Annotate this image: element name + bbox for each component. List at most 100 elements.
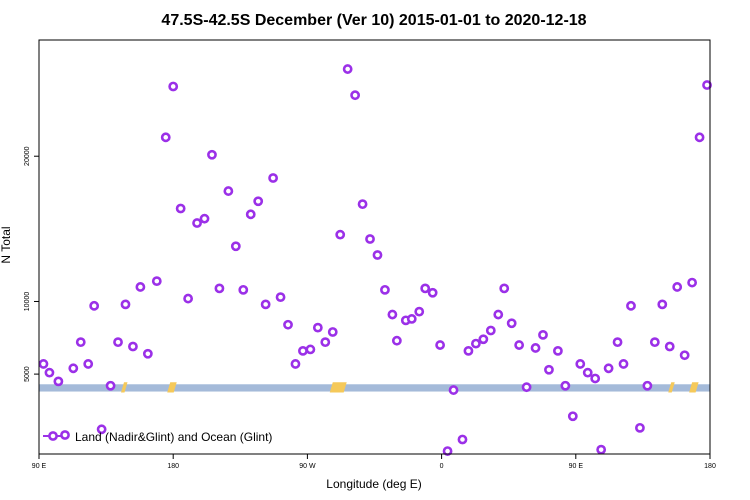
data-point bbox=[506, 318, 517, 329]
data-point bbox=[672, 282, 683, 292]
data-point bbox=[442, 446, 453, 456]
data-point bbox=[320, 337, 331, 348]
data-point bbox=[521, 382, 532, 393]
data-point bbox=[199, 213, 210, 224]
data-point bbox=[192, 218, 202, 228]
data-point bbox=[89, 300, 100, 311]
data-point bbox=[142, 348, 153, 359]
data-point bbox=[135, 282, 146, 292]
data-point bbox=[679, 350, 690, 361]
data-point bbox=[470, 338, 481, 349]
data-point bbox=[448, 385, 459, 395]
data-point bbox=[499, 283, 510, 294]
data-point bbox=[435, 340, 446, 350]
data-point bbox=[245, 209, 256, 220]
data-point bbox=[485, 325, 496, 336]
data-point bbox=[327, 327, 338, 337]
x-tick-label: 180 bbox=[704, 463, 716, 470]
data-point bbox=[420, 283, 431, 294]
data-point bbox=[553, 345, 563, 356]
data-point bbox=[183, 293, 194, 304]
data-point bbox=[626, 300, 636, 311]
data-point bbox=[357, 199, 368, 210]
data-point bbox=[275, 292, 286, 303]
data-point bbox=[575, 359, 586, 369]
ocean-band bbox=[39, 384, 710, 392]
land-highlight bbox=[121, 382, 128, 393]
data-point bbox=[596, 444, 607, 455]
data-point bbox=[75, 337, 86, 348]
data-point bbox=[214, 283, 225, 294]
y-axis: 5000 10000 20000 bbox=[24, 146, 39, 382]
data-point bbox=[380, 284, 390, 295]
data-point bbox=[175, 203, 186, 214]
data-point bbox=[253, 196, 264, 207]
data-point bbox=[544, 364, 554, 375]
data-point bbox=[649, 337, 660, 348]
data-point bbox=[457, 434, 468, 445]
data-point bbox=[342, 64, 353, 74]
x-tick-label: 0 bbox=[440, 463, 444, 470]
x-tick-label: 90 E bbox=[569, 463, 584, 470]
data-point bbox=[207, 149, 217, 160]
data-point bbox=[113, 337, 123, 348]
data-point bbox=[414, 306, 425, 317]
data-point bbox=[168, 81, 179, 92]
data-point bbox=[128, 341, 138, 352]
legend-marker bbox=[60, 430, 70, 440]
data-point bbox=[230, 241, 241, 252]
legend: Land (Nadir&Glint) and Ocean (Glint) bbox=[43, 430, 272, 444]
data-point bbox=[687, 277, 698, 288]
data-point bbox=[305, 344, 316, 355]
legend-marker bbox=[48, 431, 58, 441]
data-point bbox=[612, 337, 623, 348]
data-point bbox=[427, 287, 438, 298]
data-point bbox=[151, 276, 162, 287]
data-point bbox=[44, 367, 55, 378]
data-point bbox=[642, 380, 653, 391]
data-point bbox=[493, 309, 504, 320]
x-tick-label: 90 W bbox=[299, 463, 316, 470]
data-point bbox=[463, 345, 474, 356]
data-point bbox=[68, 363, 79, 374]
data-point bbox=[694, 132, 705, 143]
data-point bbox=[603, 363, 614, 374]
data-point bbox=[560, 380, 571, 391]
y-tick-label: 5000 bbox=[24, 366, 31, 382]
x-tick-label: 90 E bbox=[32, 463, 47, 470]
data-point bbox=[83, 359, 94, 369]
data-point bbox=[335, 229, 346, 240]
data-point bbox=[514, 340, 525, 350]
data-point bbox=[530, 343, 541, 353]
data-point bbox=[406, 314, 417, 324]
chart-title: 47.5S-42.5S December (Ver 10) 2015-01-01… bbox=[161, 12, 586, 29]
data-point bbox=[260, 299, 271, 310]
data-point bbox=[238, 284, 249, 295]
data-point bbox=[365, 234, 375, 244]
data-point bbox=[391, 335, 402, 346]
data-point bbox=[96, 424, 107, 435]
land-highlight bbox=[167, 382, 177, 393]
data-point bbox=[582, 367, 593, 378]
data-point bbox=[312, 322, 323, 333]
data-point bbox=[105, 380, 116, 391]
data-point bbox=[657, 299, 668, 310]
data-point bbox=[590, 373, 601, 384]
x-tick-label: 180 bbox=[167, 463, 179, 470]
data-point bbox=[478, 334, 489, 345]
data-point bbox=[664, 341, 675, 352]
y-tick-label: 10000 bbox=[24, 292, 31, 312]
legend-label: Land (Nadir&Glint) and Ocean (Glint) bbox=[75, 430, 272, 444]
land-highlight bbox=[329, 382, 347, 393]
data-point bbox=[120, 299, 131, 310]
x-axis: 90 E 180 90 W 0 90 E 180 bbox=[32, 454, 716, 470]
y-tick-label: 20000 bbox=[24, 146, 31, 166]
data-point bbox=[283, 319, 293, 330]
data-point bbox=[538, 329, 548, 340]
data-point bbox=[268, 173, 279, 183]
y-axis-label: N Total bbox=[0, 226, 13, 263]
data-point bbox=[387, 309, 398, 320]
data-point bbox=[290, 359, 301, 369]
land-highlight bbox=[668, 382, 675, 393]
data-point bbox=[567, 411, 578, 422]
